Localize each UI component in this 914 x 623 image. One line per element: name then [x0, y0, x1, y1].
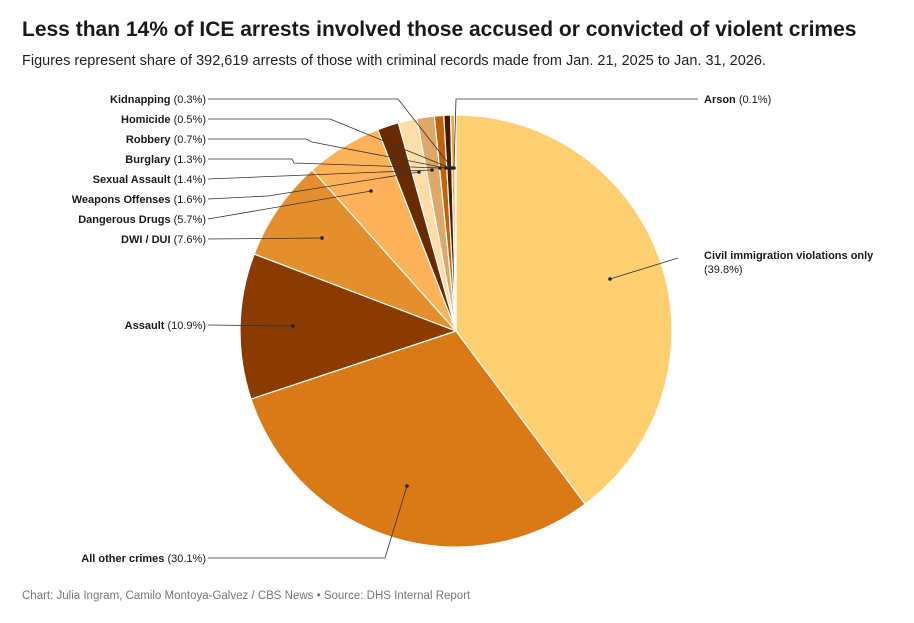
slice-label-name: Weapons Offenses	[72, 194, 171, 206]
leader-line-robbery	[208, 138, 447, 169]
leader-dot-dangerous-drugs	[369, 189, 373, 193]
slice-label-kidnapping: Kidnapping (0.3%)	[110, 94, 206, 106]
slice-label-burglary: Burglary (1.3%)	[125, 154, 206, 166]
leader-line-dangerous-drugs	[207, 190, 372, 220]
leader-dot-arson	[452, 166, 456, 170]
leader-line-weapons-offenses	[207, 171, 420, 200]
pie-slice-assault	[239, 253, 458, 400]
leader-line-assault	[207, 324, 294, 327]
slice-label-robbery: Robbery (0.7%)	[126, 134, 206, 146]
slice-label-name: Kidnapping	[110, 94, 171, 106]
slice-label-assault: Assault (10.9%)	[125, 320, 206, 332]
slice-label-name: Sexual Assault	[93, 174, 171, 186]
pie-slice-dwi-dui	[253, 169, 457, 332]
leader-line-homicide	[208, 118, 451, 169]
slice-label-value: (0.1%)	[736, 94, 771, 106]
leader-line-burglary	[208, 158, 441, 169]
slice-label-name: All other crimes	[81, 553, 164, 565]
slice-label-arson: Arson (0.1%)	[704, 94, 771, 106]
leader-dot-weapons-offenses	[417, 170, 421, 174]
slice-label-name: Burglary	[125, 154, 171, 166]
slice-label-all-other-crimes: All other crimes (30.1%)	[81, 553, 206, 565]
slice-label-value: (10.9%)	[164, 320, 206, 332]
leader-line-all-other-crimes	[208, 485, 408, 559]
chart-footer: Chart: Julia Ingram, Camilo Montoya-Galv…	[22, 590, 471, 602]
slice-label-value: (0.3%)	[171, 94, 206, 106]
slice-label-dwi-dui: DWI / DUI (7.6%)	[121, 234, 206, 246]
leader-line-civil-immigration-violations-only	[609, 257, 679, 280]
slice-label-value: (30.1%)	[164, 553, 206, 565]
leader-dot-civil-immigration-violations-only	[608, 277, 612, 281]
slice-label-name: DWI / DUI	[121, 234, 171, 246]
slice-label-name: Assault	[125, 320, 165, 332]
slice-label-dangerous-drugs: Dangerous Drugs (5.7%)	[78, 214, 206, 226]
chart-title: Less than 14% of ICE arrests involved th…	[22, 18, 857, 41]
slice-label-homicide: Homicide (0.5%)	[121, 114, 206, 126]
slice-label-name: Homicide	[121, 114, 171, 126]
chart-subtitle: Figures represent share of 392,619 arres…	[22, 53, 766, 69]
slice-label-civil-immigration-violations-only: Civil immigration violations only (39.8%)	[704, 250, 874, 276]
slice-label-weapons-offenses: Weapons Offenses (1.6%)	[72, 194, 206, 206]
slice-label-name: Civil immigration violations only	[704, 250, 874, 262]
slice-label-name: Dangerous Drugs	[78, 214, 170, 226]
slice-label-value: (1.4%)	[171, 174, 206, 186]
slice-label-sexual-assault: Sexual Assault (1.4%)	[93, 174, 206, 186]
leader-line-kidnapping	[208, 98, 453, 169]
slice-label-value: (5.7%)	[171, 214, 206, 226]
leader-dot-sexual-assault	[430, 168, 434, 172]
slice-label-value: (39.8%)	[704, 264, 743, 276]
slice-label-value: (0.5%)	[171, 114, 206, 126]
leader-dot-assault	[291, 324, 295, 328]
slice-label-name: Robbery	[126, 134, 172, 146]
slice-label-name: Arson	[704, 94, 736, 106]
leader-line-arson	[453, 98, 698, 169]
leader-dot-all-other-crimes	[405, 484, 409, 488]
leader-line-dwi-dui	[207, 237, 323, 240]
slice-label-value: (7.6%)	[171, 234, 206, 246]
slice-label-value: (0.7%)	[171, 134, 206, 146]
leader-line-sexual-assault	[207, 169, 433, 180]
slice-label-value: (1.3%)	[171, 154, 206, 166]
leader-dot-dwi-dui	[320, 236, 324, 240]
slice-label-value: (1.6%)	[171, 194, 206, 206]
